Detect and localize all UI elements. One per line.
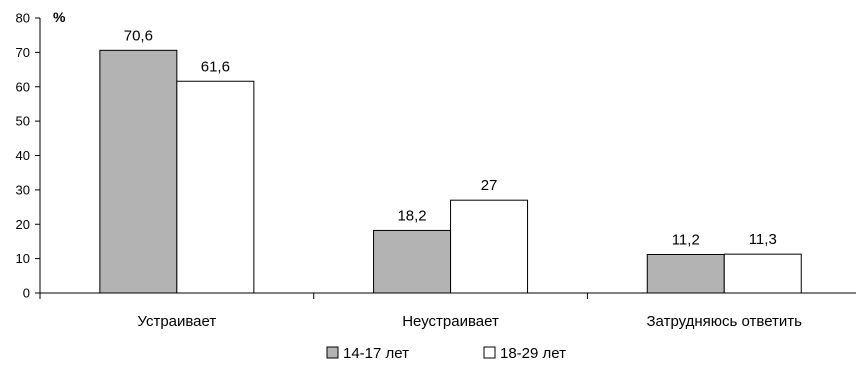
value-labels: 70,6 61,6 18,2 27 11,2 11,3 bbox=[124, 27, 777, 248]
y-tick-label: 40 bbox=[16, 148, 30, 163]
y-tick-label: 20 bbox=[16, 217, 30, 232]
y-axis: 0 10 20 30 40 50 60 70 80 bbox=[16, 11, 41, 301]
legend-swatch bbox=[326, 346, 339, 359]
x-axis: Устраивает Неустраивает Затрудняюсь ответи… bbox=[39, 292, 856, 330]
data-label: 61,6 bbox=[201, 58, 230, 75]
y-unit-label: % bbox=[53, 9, 66, 25]
category-label: Затрудняюсь ответить bbox=[647, 313, 803, 330]
bar bbox=[373, 229, 452, 294]
bar bbox=[99, 49, 178, 294]
category-label: Неустраивает bbox=[402, 313, 499, 330]
bar bbox=[176, 80, 255, 294]
data-label: 27 bbox=[481, 177, 498, 194]
data-label: 70,6 bbox=[124, 27, 153, 44]
y-tick-label: 0 bbox=[23, 286, 30, 301]
y-tick-label: 60 bbox=[16, 79, 30, 94]
bar bbox=[723, 253, 802, 294]
y-tick-label: 30 bbox=[16, 182, 30, 197]
y-tick-label: 50 bbox=[16, 114, 30, 129]
bar bbox=[646, 254, 725, 294]
bar bbox=[450, 199, 529, 294]
category-label: Устраивает bbox=[137, 313, 216, 330]
data-label: 11,3 bbox=[749, 231, 777, 248]
y-tick-label: 10 bbox=[16, 251, 30, 266]
legend: 14-17 лет 18-29 лет bbox=[326, 345, 566, 362]
data-label: 18,2 bbox=[397, 207, 426, 224]
y-tick-label: 80 bbox=[16, 11, 30, 26]
legend-label: 14-17 лет bbox=[343, 345, 409, 362]
bars bbox=[99, 49, 802, 294]
data-label: 11,2 bbox=[672, 232, 700, 249]
y-tick-label: 70 bbox=[16, 45, 30, 60]
legend-label: 18-29 лет bbox=[500, 345, 566, 362]
legend-swatch bbox=[483, 346, 496, 359]
